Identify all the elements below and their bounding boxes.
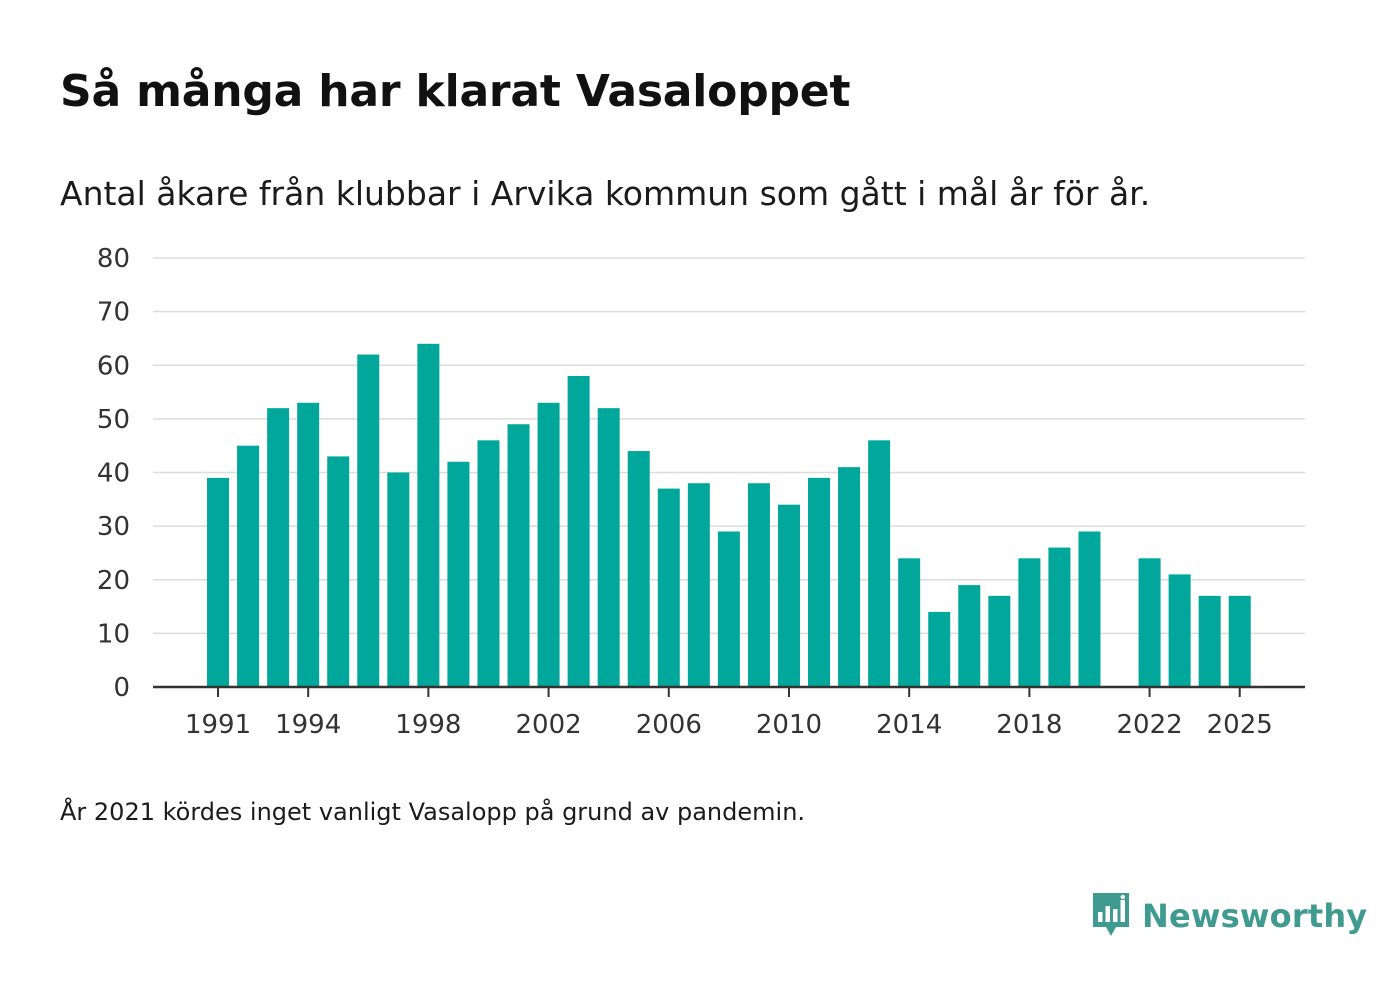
- bar-chart: 0 10 20 30 40 50 60 70 80 1991 1994 1998 2002 2006 201…: [97, 244, 1305, 740]
- brand-name: Newsworthy: [1142, 897, 1368, 935]
- bar-2015: [928, 611, 951, 687]
- bar-2022: [1138, 558, 1161, 687]
- bar-1995: [327, 456, 350, 687]
- chart-title: Så många har klarat Vasaloppet: [60, 66, 851, 117]
- newsworthy-bar-chart-icon: [1093, 893, 1129, 936]
- x-tick-label: 1991: [185, 710, 251, 740]
- bar-2024: [1198, 595, 1221, 687]
- y-tick-label: 40: [97, 459, 130, 489]
- x-tick-label: 2022: [1116, 710, 1182, 740]
- bar-2011: [808, 477, 831, 687]
- x-tick-label: 2006: [636, 710, 702, 740]
- bar-2014: [898, 558, 921, 687]
- bar-2025: [1228, 595, 1251, 687]
- y-tick-label: 20: [97, 566, 130, 596]
- chart-subtitle: Antal åkare från klubbar i Arvika kommun…: [60, 174, 1151, 213]
- x-tick-label: 1998: [395, 710, 461, 740]
- bar-2007: [687, 483, 710, 687]
- y-tick-label: 30: [97, 512, 130, 542]
- bar-2004: [597, 408, 620, 687]
- bar-2002: [537, 402, 560, 687]
- bar-2001: [507, 424, 530, 687]
- y-tick-label: 80: [97, 244, 130, 274]
- x-tick-label: 2010: [756, 710, 822, 740]
- x-tick-label: 2002: [515, 710, 581, 740]
- y-tick-label: 60: [97, 351, 130, 381]
- bar-2009: [747, 483, 770, 687]
- bar-2010: [777, 504, 800, 687]
- bar-2016: [958, 585, 981, 687]
- bar-1994: [297, 402, 320, 687]
- x-tick-label: 2014: [876, 710, 942, 740]
- bar-2003: [567, 375, 590, 687]
- bar-2019: [1048, 547, 1071, 687]
- bar-2005: [627, 451, 650, 687]
- y-tick-label: 0: [113, 673, 130, 703]
- bar-2017: [988, 595, 1011, 687]
- bar-2018: [1018, 558, 1041, 687]
- bar-1992: [237, 445, 260, 687]
- y-tick-label: 10: [97, 619, 130, 649]
- bar-2006: [657, 488, 680, 687]
- x-tick-label: 2018: [996, 710, 1062, 740]
- bar-2012: [838, 467, 861, 687]
- bar-1997: [387, 472, 410, 687]
- y-tick-label: 70: [97, 298, 130, 328]
- bar-1991: [207, 477, 230, 687]
- bar-2008: [717, 531, 740, 687]
- newsworthy-brand: Newsworthy: [1090, 890, 1367, 942]
- bar-2023: [1168, 574, 1191, 687]
- bar-1993: [267, 408, 290, 687]
- bar-1996: [357, 354, 380, 687]
- y-tick-label: 50: [97, 405, 130, 435]
- bar-1998: [417, 343, 440, 687]
- bar-2000: [477, 440, 500, 687]
- chart-footnote: År 2021 kördes inget vanligt Vasalopp på…: [60, 798, 806, 826]
- bar-1999: [447, 461, 470, 687]
- bar-2013: [868, 440, 891, 687]
- x-tick-label: 2025: [1207, 710, 1273, 740]
- bar-2020: [1078, 531, 1101, 687]
- x-tick-label: 1994: [275, 710, 341, 740]
